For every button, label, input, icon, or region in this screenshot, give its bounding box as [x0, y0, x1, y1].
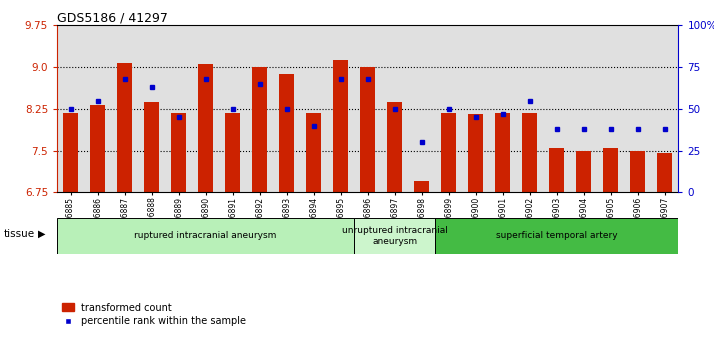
Bar — [468, 114, 483, 192]
Bar — [387, 102, 402, 192]
Bar — [658, 154, 672, 192]
Bar — [630, 151, 645, 192]
Bar — [171, 113, 186, 192]
Bar — [198, 64, 213, 192]
Bar — [354, 218, 436, 254]
Bar — [414, 181, 429, 192]
Bar — [523, 113, 537, 192]
Bar — [576, 151, 591, 192]
Bar — [117, 63, 132, 192]
Bar — [90, 105, 105, 192]
Text: GDS5186 / 41297: GDS5186 / 41297 — [57, 11, 168, 24]
Text: unruptured intracranial
aneurysm: unruptured intracranial aneurysm — [342, 226, 448, 246]
Bar — [333, 61, 348, 192]
Bar — [57, 218, 354, 254]
Bar — [496, 113, 511, 192]
Bar — [279, 74, 294, 192]
Bar — [603, 148, 618, 192]
Text: ▶: ▶ — [38, 229, 46, 239]
Bar — [144, 102, 159, 192]
Text: tissue: tissue — [4, 229, 35, 239]
Bar — [252, 67, 267, 192]
Bar — [436, 218, 678, 254]
Bar — [361, 67, 375, 192]
Bar — [225, 113, 240, 192]
Text: superficial temporal artery: superficial temporal artery — [496, 232, 618, 240]
Bar — [549, 148, 564, 192]
Bar — [306, 113, 321, 192]
Bar — [64, 113, 78, 192]
Text: ruptured intracranial aneurysm: ruptured intracranial aneurysm — [134, 232, 277, 240]
Bar — [441, 113, 456, 192]
Legend: transformed count, percentile rank within the sample: transformed count, percentile rank withi… — [62, 302, 246, 326]
